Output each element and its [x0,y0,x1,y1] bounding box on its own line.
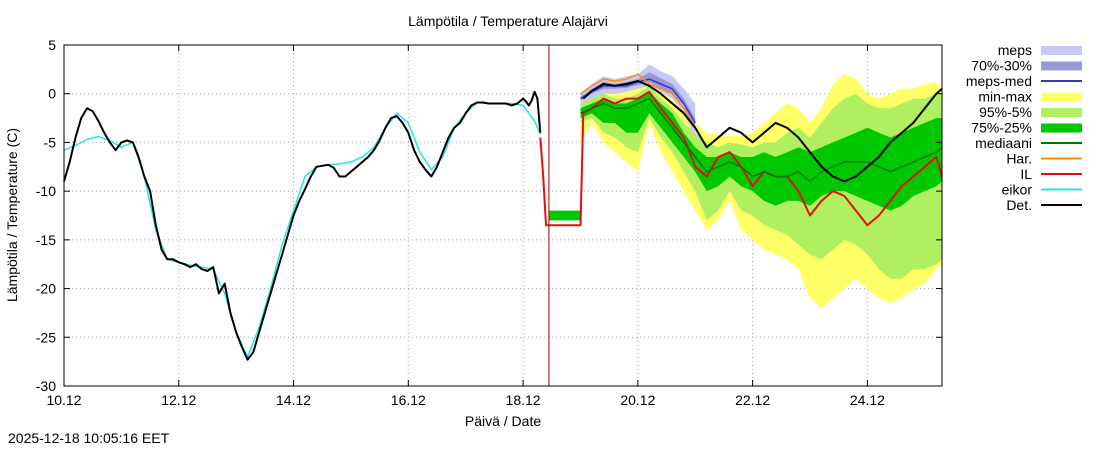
x-tick-label: 24.12 [850,392,885,408]
band-p75_25 [548,210,581,221]
timestamp: 2025-12-18 10:05:16 EET [8,430,170,446]
series-line-il [539,90,943,227]
chart-title: Lämpötila / Temperature Alajärvi [408,13,608,29]
y-tick-label: -10 [36,183,56,199]
x-tick-label: 16.12 [391,392,426,408]
x-axis-label: Päivä / Date [465,413,541,429]
legend-label-minmax: min-max [978,89,1032,105]
x-tick-label: 12.12 [161,392,196,408]
lines-layer [63,73,943,361]
y-tick-label: 5 [48,37,56,53]
legend-label-eikor: eikor [1002,182,1033,198]
legend-label-mediaani: mediaani [975,135,1032,151]
legend-label-har: Har. [1006,151,1032,167]
legend-swatch-minmax [1041,92,1082,102]
legend-swatch-p95_5 [1041,108,1082,117]
legend-label-p75_25: 75%-25% [971,120,1032,136]
legend-swatch-p70_30 [1041,61,1082,71]
legend-label-det: Det. [1006,197,1032,213]
y-tick-label: -25 [36,329,56,345]
legend-label-meps: meps [998,42,1032,58]
series-line-det [63,90,542,361]
y-axis-label: Lämpötila / Temperature (C) [4,128,20,302]
legend-label-p70_30: 70%-30% [971,58,1032,74]
y-tick-label: 0 [48,86,56,102]
y-tick-label: -20 [36,281,56,297]
legend-label-meps_med: meps-med [966,73,1032,89]
plot-frame [63,44,943,387]
x-tick-label: 18.12 [506,392,541,408]
x-tick-label: 20.12 [620,392,655,408]
y-tick-label: -5 [44,134,57,150]
y-tick-label: -30 [36,378,56,394]
legend-label-p95_5: 95%-5% [979,104,1032,120]
series-line-mediaani [580,97,943,183]
legend-swatch-p75_25 [1041,123,1082,133]
x-tick-label: 10.12 [46,392,81,408]
x-tick-label: 22.12 [735,392,770,408]
legend-swatch-meps [1041,46,1082,55]
series-line-har [580,73,696,129]
x-tick-label: 14.12 [276,392,311,408]
legend-label-il: IL [1020,166,1032,182]
y-tick-label: -15 [36,232,56,248]
legend: meps70%-30%meps-medmin-max95%-5%75%-25%m… [966,42,1082,213]
series-line-det [582,80,943,183]
